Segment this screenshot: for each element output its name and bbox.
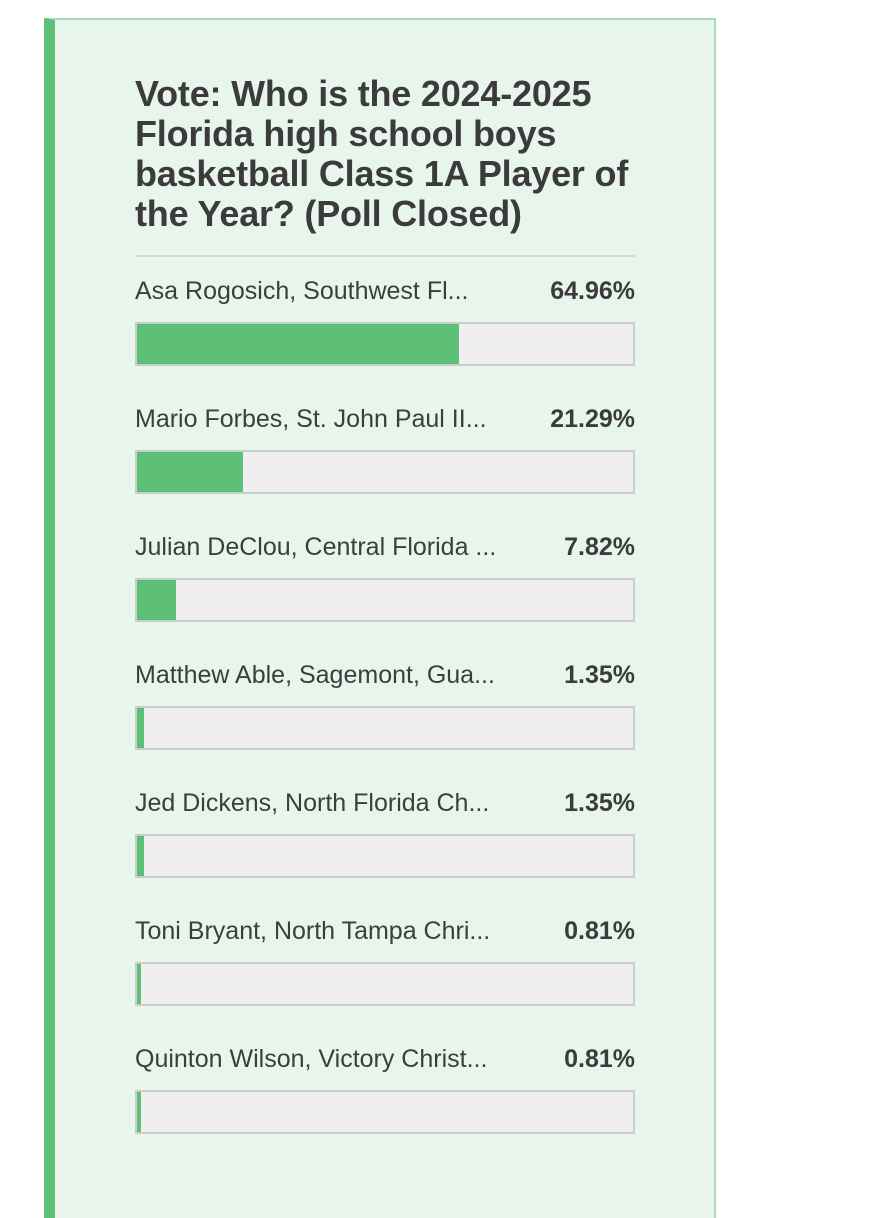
poll-option: Jed Dickens, North Florida Ch... 1.35% xyxy=(135,783,635,911)
poll-option-percent: 0.81% xyxy=(564,917,635,945)
poll-option-header: Mario Forbes, St. John Paul II... 21.29% xyxy=(135,399,635,439)
poll-option-bar-track xyxy=(135,706,635,750)
poll-option-bar-track xyxy=(135,322,635,366)
poll-option-label: Julian DeClou, Central Florida ... xyxy=(135,533,497,561)
poll-option-bar-track xyxy=(135,1090,635,1134)
poll-option-bar-track xyxy=(135,578,635,622)
poll-option-bar-track xyxy=(135,962,635,1006)
poll-option-percent: 64.96% xyxy=(550,277,635,305)
poll-option: Matthew Able, Sagemont, Gua... 1.35% xyxy=(135,655,635,783)
poll-option-header: Asa Rogosich, Southwest Fl... 64.96% xyxy=(135,271,635,311)
poll-option-bar-fill xyxy=(137,452,243,492)
poll-option-bar-track xyxy=(135,834,635,878)
poll-option-percent: 1.35% xyxy=(564,789,635,817)
poll-option-header: Toni Bryant, North Tampa Chri... 0.81% xyxy=(135,911,635,951)
poll-option-bar-track xyxy=(135,450,635,494)
poll-option-bar-fill xyxy=(137,964,142,1004)
poll-option-header: Julian DeClou, Central Florida ... 7.82% xyxy=(135,527,635,567)
poll-option-label: Toni Bryant, North Tampa Chri... xyxy=(135,917,491,945)
poll-title: Vote: Who is the 2024-2025 Florida high … xyxy=(135,73,629,234)
poll-option-percent: 21.29% xyxy=(550,405,635,433)
poll-option-label: Mario Forbes, St. John Paul II... xyxy=(135,405,487,433)
poll-options-list: Asa Rogosich, Southwest Fl... 64.96% Mario… xyxy=(135,271,635,1167)
poll-option-header: Jed Dickens, North Florida Ch... 1.35% xyxy=(135,783,635,823)
poll-option-bar-fill xyxy=(137,324,460,364)
poll-option-label: Matthew Able, Sagemont, Gua... xyxy=(135,661,495,689)
poll-option-bar-fill xyxy=(137,580,176,620)
poll-content: Vote: Who is the 2024-2025 Florida high … xyxy=(135,20,635,1167)
poll-option-percent: 7.82% xyxy=(564,533,635,561)
poll-option-label: Asa Rogosich, Southwest Fl... xyxy=(135,277,469,305)
poll-option-label: Jed Dickens, North Florida Ch... xyxy=(135,789,490,817)
poll-option: Asa Rogosich, Southwest Fl... 64.96% xyxy=(135,271,635,399)
poll-option-header: Quinton Wilson, Victory Christ... 0.81% xyxy=(135,1039,635,1079)
title-divider xyxy=(135,255,635,257)
poll-option: Mario Forbes, St. John Paul II... 21.29% xyxy=(135,399,635,527)
poll-option-percent: 1.35% xyxy=(564,661,635,689)
poll-option-bar-fill xyxy=(137,1092,142,1132)
poll-card: Vote: Who is the 2024-2025 Florida high … xyxy=(44,18,716,1218)
poll-option-percent: 0.81% xyxy=(564,1045,635,1073)
poll-option-header: Matthew Able, Sagemont, Gua... 1.35% xyxy=(135,655,635,695)
poll-option-bar-fill xyxy=(137,708,144,748)
poll-option-bar-fill xyxy=(137,836,144,876)
poll-option: Quinton Wilson, Victory Christ... 0.81% xyxy=(135,1039,635,1167)
poll-option: Toni Bryant, North Tampa Chri... 0.81% xyxy=(135,911,635,1039)
poll-option: Julian DeClou, Central Florida ... 7.82% xyxy=(135,527,635,655)
poll-option-label: Quinton Wilson, Victory Christ... xyxy=(135,1045,488,1073)
